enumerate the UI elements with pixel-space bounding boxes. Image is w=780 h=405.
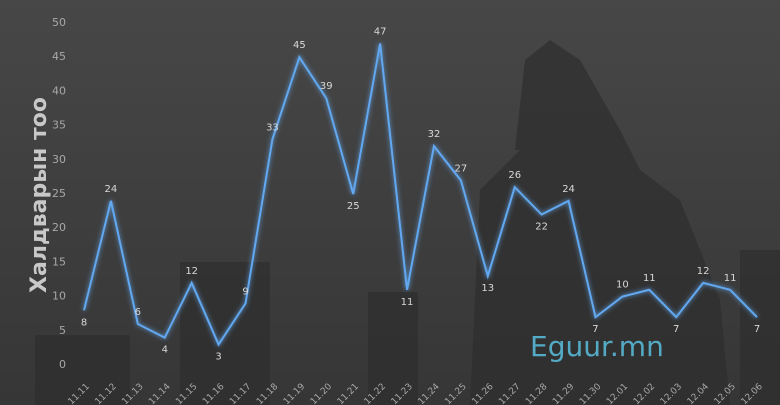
data-label: 24	[105, 184, 118, 195]
y-tick-label: 20	[52, 221, 66, 234]
data-label: 47	[374, 27, 387, 38]
y-tick-label: 0	[59, 358, 66, 371]
data-label: 22	[535, 222, 548, 233]
data-label: 10	[616, 280, 629, 291]
data-label: 7	[673, 324, 679, 335]
data-label: 13	[481, 283, 494, 294]
y-tick-label: 5	[59, 324, 66, 337]
data-label: 27	[455, 163, 468, 174]
watermark: Eguur.mn	[530, 330, 664, 363]
data-label: 45	[293, 40, 306, 51]
data-line	[83, 43, 758, 347]
data-label: 9	[242, 286, 248, 297]
data-label: 11	[724, 273, 737, 284]
data-label: 7	[754, 324, 760, 335]
y-tick-label: 30	[52, 153, 66, 166]
data-label: 24	[562, 184, 575, 195]
y-axis-label: Халдварын тоо	[27, 97, 52, 293]
data-label: 4	[162, 345, 168, 356]
data-label: 26	[508, 170, 521, 181]
y-tick-label: 15	[52, 255, 66, 268]
data-label: 12	[185, 266, 198, 277]
data-label: 25	[347, 201, 360, 212]
y-tick-label: 40	[52, 84, 66, 97]
y-tick-label: 25	[52, 187, 66, 200]
data-label: 32	[428, 129, 441, 140]
data-label: 33	[266, 122, 279, 133]
data-label: 39	[320, 81, 333, 92]
background-photo	[35, 40, 780, 405]
data-label: 12	[697, 266, 710, 277]
y-tick-label: 35	[52, 119, 66, 132]
data-label: 8	[81, 317, 87, 328]
data-label: 11	[643, 273, 656, 284]
data-label: 3	[215, 351, 221, 362]
data-label: 11	[401, 297, 414, 308]
data-label: 6	[135, 307, 141, 318]
y-tick-label: 10	[52, 290, 66, 303]
y-tick-label: 50	[52, 16, 66, 29]
y-tick-label: 45	[52, 50, 66, 63]
data-label: 7	[592, 324, 598, 335]
